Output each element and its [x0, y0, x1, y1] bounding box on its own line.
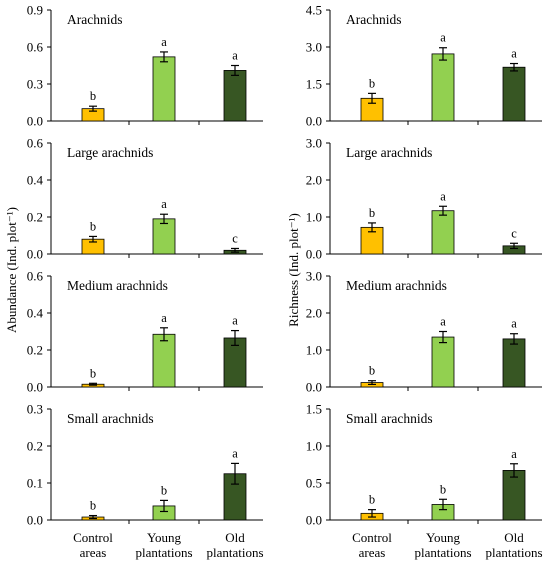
bar-young	[431, 210, 455, 255]
panel-title: Arachnids	[67, 12, 122, 27]
significance-letter: a	[161, 311, 167, 325]
y-tick-label: 4.5	[306, 3, 322, 18]
y-tick-label: 0.2	[27, 343, 43, 358]
y-tick-label: 0.6	[27, 136, 44, 151]
y-tick-label: 0.2	[27, 439, 43, 454]
y-tick-label: 1.5	[306, 77, 322, 92]
panel-title: Medium arachnids	[67, 278, 168, 293]
panel-richness-2: 0.0 1.0 2.0 3.0 Large arachnids b a c	[306, 136, 542, 262]
y-tick-label: 2.0	[306, 173, 322, 188]
category-label: Control areas	[73, 530, 113, 560]
y-tick-label: 0.3	[27, 402, 43, 417]
category-label: Old plantations	[206, 530, 263, 560]
y-tick-label: 0.2	[27, 210, 43, 225]
category-label: Old plantations	[485, 530, 542, 560]
y-tick-label: 0.0	[27, 114, 43, 129]
panels-layer: 0.0 0.3 0.6 0.9 Arachnids b a a 0.0 0.2 0.4 0.6 Larg…	[27, 3, 542, 528]
bar-young	[431, 53, 455, 122]
y-tick-label: 3.0	[306, 40, 322, 55]
category-label: Control areas	[352, 530, 392, 560]
significance-letter: c	[511, 226, 517, 240]
significance-letter: a	[161, 35, 167, 49]
significance-letter: b	[90, 499, 96, 513]
significance-letter: a	[161, 197, 167, 211]
panel-abundance-2: 0.0 0.2 0.4 0.6 Large arachnids b a c	[27, 136, 263, 262]
panel-title: Large arachnids	[346, 145, 432, 160]
y-axis-title-richness: Richness (Ind. plot⁻¹)	[286, 213, 301, 327]
bar-old	[502, 66, 526, 122]
significance-letter: c	[232, 231, 238, 245]
significance-letter: b	[369, 76, 375, 90]
significance-letter: a	[232, 49, 238, 63]
y-tick-label: 0.0	[306, 513, 322, 528]
panel-richness-3: 0.0 1.0 2.0 3.0 Medium arachnids b a a	[306, 269, 542, 395]
y-axis-title-abundance: Abundance (Ind. plot⁻¹)	[4, 207, 19, 333]
y-tick-label: 0.0	[27, 380, 43, 395]
y-tick-label: 1.0	[306, 439, 322, 454]
significance-letter: b	[90, 89, 96, 103]
bar-young	[152, 218, 176, 255]
bar-old	[223, 70, 247, 122]
y-tick-label: 1.0	[306, 343, 322, 358]
significance-letter: a	[440, 31, 446, 45]
significance-letter: b	[161, 483, 167, 497]
y-tick-label: 3.0	[306, 136, 322, 151]
significance-letter: b	[440, 482, 446, 496]
y-tick-label: 1.5	[306, 402, 322, 417]
significance-letter: a	[511, 317, 517, 331]
category-labels: Control areas Young plantations Old plantatio…	[73, 530, 542, 560]
significance-letter: b	[369, 493, 375, 507]
category-label: Young plantations	[414, 530, 471, 560]
y-tick-label: 1.0	[306, 210, 322, 225]
y-tick-label: 0.0	[306, 247, 322, 262]
significance-letter: b	[90, 219, 96, 233]
significance-letter: a	[440, 189, 446, 203]
bar-young	[431, 336, 455, 388]
significance-letter: a	[511, 447, 517, 461]
y-tick-label: 3.0	[306, 269, 322, 284]
y-tick-label: 0.3	[27, 77, 43, 92]
bar-old	[502, 470, 526, 521]
significance-letter: a	[232, 314, 238, 328]
y-tick-label: 0.1	[27, 476, 43, 491]
y-tick-label: 0.0	[306, 380, 322, 395]
panel-title: Large arachnids	[67, 145, 153, 160]
bar-young	[152, 333, 176, 388]
significance-letter: a	[232, 446, 238, 460]
y-tick-label: 0.0	[306, 114, 322, 129]
panel-richness-1: 0.0 1.5 3.0 4.5 Arachnids b a a	[306, 3, 542, 129]
y-tick-label: 0.4	[27, 306, 44, 321]
y-tick-label: 2.0	[306, 306, 322, 321]
y-tick-label: 0.9	[27, 3, 43, 18]
y-tick-label: 0.6	[27, 40, 44, 55]
panel-title: Small arachnids	[67, 411, 154, 426]
y-tick-label: 0.5	[306, 476, 322, 491]
significance-letter: a	[511, 47, 517, 61]
panel-richness-4: 0.0 0.5 1.0 1.5 Small arachnids b b a	[306, 402, 542, 528]
panel-abundance-1: 0.0 0.3 0.6 0.9 Arachnids b a a	[27, 3, 263, 129]
panel-title: Medium arachnids	[346, 278, 447, 293]
significance-letter: a	[440, 315, 446, 329]
bar-old	[502, 338, 526, 388]
significance-letter: b	[369, 364, 375, 378]
y-tick-label: 0.0	[27, 513, 43, 528]
significance-letter: b	[90, 366, 96, 380]
y-tick-label: 0.0	[27, 247, 43, 262]
category-label: Young plantations	[135, 530, 192, 560]
panel-title: Arachnids	[346, 12, 401, 27]
bar-young	[152, 56, 176, 122]
panel-title: Small arachnids	[346, 411, 433, 426]
significance-letter: b	[369, 206, 375, 220]
panel-abundance-4: 0.0 0.1 0.2 0.3 Small arachnids b b a	[27, 402, 263, 528]
y-tick-label: 0.4	[27, 173, 44, 188]
y-tick-label: 0.6	[27, 269, 44, 284]
panel-abundance-3: 0.0 0.2 0.4 0.6 Medium arachnids b a a	[27, 269, 263, 395]
